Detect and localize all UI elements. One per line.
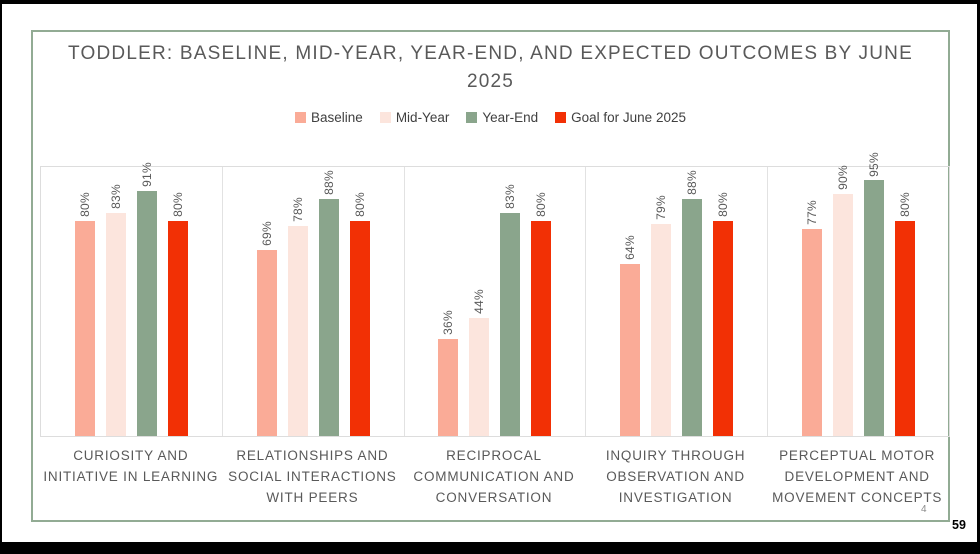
bar-baseline <box>802 228 823 436</box>
category-label: CURIOSITY AND INITIATIVE IN LEARNING <box>43 448 219 484</box>
bar-slot: 80% <box>349 167 370 436</box>
bar-value-label: 88% <box>685 170 700 196</box>
bar-value-label: 79% <box>654 194 669 220</box>
chart-container: TODDLER: BASELINE, MID-YEAR, YEAR-END, A… <box>31 30 950 522</box>
bar-year-end <box>136 191 157 436</box>
bar-goal-for-june-2025 <box>713 220 734 436</box>
legend-swatch-icon <box>466 112 478 123</box>
chart-legend: Baseline Mid-Year Year-End Goal for June 20… <box>33 110 948 125</box>
bar-baseline <box>620 263 641 436</box>
chart-title-line2: 2025 <box>466 71 515 92</box>
bar-goal-for-june-2025 <box>167 220 188 436</box>
bar-goal-for-june-2025 <box>349 220 370 436</box>
bar-value-label: 78% <box>290 197 305 223</box>
bar-value-label: 88% <box>321 170 336 196</box>
legend-label: Goal for June 2025 <box>571 110 686 125</box>
bar-value-label: 80% <box>716 191 731 217</box>
page-number: 59 <box>951 518 967 532</box>
bar-value-label: 80% <box>534 191 549 217</box>
bar-baseline <box>74 220 95 436</box>
bar-goal-for-june-2025 <box>895 220 916 436</box>
bar-baseline <box>438 339 459 436</box>
legend-swatch-icon <box>295 112 307 123</box>
category-axis: CURIOSITY AND INITIATIVE IN LEARNING RELA… <box>40 445 948 508</box>
bar-year-end <box>500 212 521 436</box>
bar-value-label: 80% <box>352 191 367 217</box>
legend-label: Baseline <box>311 110 363 125</box>
slide-background: TODDLER: BASELINE, MID-YEAR, YEAR-END, A… <box>2 4 977 542</box>
bar-slot: 83% <box>500 167 521 436</box>
bar-mid-year <box>287 226 308 436</box>
bar-slot: 44% <box>469 167 490 436</box>
bar-value-label: 90% <box>836 164 851 190</box>
bar-value-label: 80% <box>898 191 913 217</box>
bar-group: 64% 79% 88% 80% <box>586 167 769 436</box>
bar-mid-year <box>651 223 672 436</box>
bar-value-label: 91% <box>139 162 154 188</box>
bar-slot: 78% <box>287 167 308 436</box>
bar-group: 77% 90% 95% 80% <box>768 152 949 436</box>
category-label: RELATIONSHIPS AND SOCIAL INTERACTIONS WI… <box>228 448 397 505</box>
plot-area: 80% 83% 91% 80% 69% 78% 88% 80% 36% 44% 83% 80% 64% 7… <box>40 152 950 437</box>
bar-value-label: 36% <box>441 310 456 336</box>
bar-slot: 36% <box>438 167 459 436</box>
bar-slot: 88% <box>318 167 339 436</box>
bar-value-label: 44% <box>472 288 487 314</box>
legend-swatch-icon <box>555 112 567 123</box>
bar-value-label: 95% <box>867 151 882 177</box>
bar-group: 36% 44% 83% 80% <box>405 167 587 436</box>
bar-value-label: 69% <box>259 221 274 247</box>
bar-value-label: 80% <box>77 191 92 217</box>
bar-value-label: 83% <box>503 183 518 209</box>
footnote-marker: 4 <box>921 504 927 515</box>
bar-slot: 69% <box>256 167 277 436</box>
legend-label: Year-End <box>482 110 539 125</box>
bar-slot: 80% <box>167 167 188 436</box>
legend-label: Mid-Year <box>395 110 450 125</box>
legend-item: Baseline <box>295 110 363 125</box>
bar-slot: 88% <box>682 167 703 436</box>
chart-title-line1: TODDLER: BASELINE, MID-YEAR, YEAR-END, A… <box>68 43 913 64</box>
legend-item: Year-End <box>466 110 538 125</box>
bar-slot: 90% <box>833 164 854 436</box>
legend-item: Mid-Year <box>379 110 450 125</box>
bar-value-label: 64% <box>623 234 638 260</box>
category-label: INQUIRY THROUGH OBSERVATION AND INVESTIG… <box>605 448 746 505</box>
bar-slot: 64% <box>620 167 641 436</box>
bar-group: 80% 83% 91% 80% <box>41 162 223 436</box>
bar-baseline <box>256 250 277 436</box>
bar-mid-year <box>105 212 126 436</box>
bar-slot: 80% <box>531 167 552 436</box>
bar-year-end <box>318 199 339 436</box>
category-label: RECIPROCAL COMMUNICATION AND CONVERSATIO… <box>413 448 575 505</box>
bar-slot: 79% <box>651 167 672 436</box>
bar-year-end <box>682 199 703 436</box>
bar-group: 69% 78% 88% 80% <box>223 167 405 436</box>
bar-mid-year <box>833 193 854 436</box>
bar-slot: 80% <box>713 167 734 436</box>
bar-slot: 80% <box>895 167 916 436</box>
bar-goal-for-june-2025 <box>531 220 552 436</box>
chart-title: TODDLER: BASELINE, MID-YEAR, YEAR-END, A… <box>33 40 948 96</box>
legend-swatch-icon <box>379 112 391 123</box>
bar-value-label: 80% <box>170 191 185 217</box>
bar-slot: 91% <box>136 162 157 436</box>
bar-slot: 83% <box>105 167 126 436</box>
bar-value-label: 83% <box>108 183 123 209</box>
bar-slot: 80% <box>74 167 95 436</box>
bar-slot: 95% <box>864 152 885 436</box>
bar-year-end <box>864 180 885 436</box>
category-label: PERCEPTUAL MOTOR DEVELOPMENT AND MOVEMEN… <box>772 448 943 505</box>
bar-mid-year <box>469 317 490 436</box>
bar-slot: 77% <box>802 167 823 436</box>
bar-value-label: 77% <box>805 199 820 225</box>
legend-item: Goal for June 2025 <box>555 110 686 125</box>
